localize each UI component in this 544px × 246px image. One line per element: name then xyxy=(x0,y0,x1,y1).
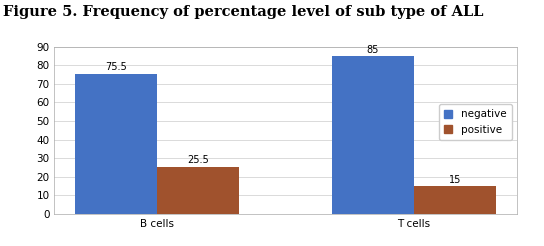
Text: Figure 5. Frequency of percentage level of sub type of ALL: Figure 5. Frequency of percentage level … xyxy=(3,5,483,19)
Bar xyxy=(332,56,414,214)
Bar xyxy=(414,186,496,214)
Text: 85: 85 xyxy=(367,45,379,55)
Legend: negative, positive: negative, positive xyxy=(439,104,511,140)
Text: 25.5: 25.5 xyxy=(188,155,209,165)
Text: 15: 15 xyxy=(449,175,461,185)
Bar xyxy=(157,167,239,214)
Bar xyxy=(76,74,157,214)
Text: 75.5: 75.5 xyxy=(106,62,127,72)
